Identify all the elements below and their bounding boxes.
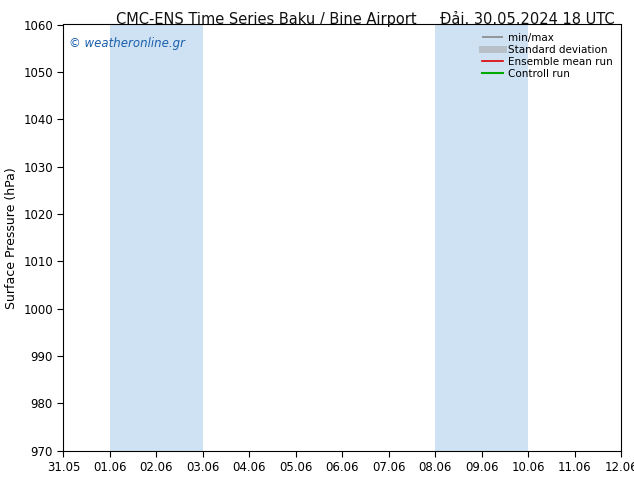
Legend: min/max, Standard deviation, Ensemble mean run, Controll run: min/max, Standard deviation, Ensemble me… <box>479 30 616 82</box>
Text: © weatheronline.gr: © weatheronline.gr <box>69 37 185 50</box>
Text: Đải. 30.05.2024 18 UTC: Đải. 30.05.2024 18 UTC <box>441 12 615 27</box>
Bar <box>110 24 203 451</box>
Y-axis label: Surface Pressure (hPa): Surface Pressure (hPa) <box>4 167 18 309</box>
Bar <box>436 24 528 451</box>
Bar <box>621 24 634 451</box>
Text: CMC-ENS Time Series Baku / Bine Airport: CMC-ENS Time Series Baku / Bine Airport <box>116 12 417 27</box>
